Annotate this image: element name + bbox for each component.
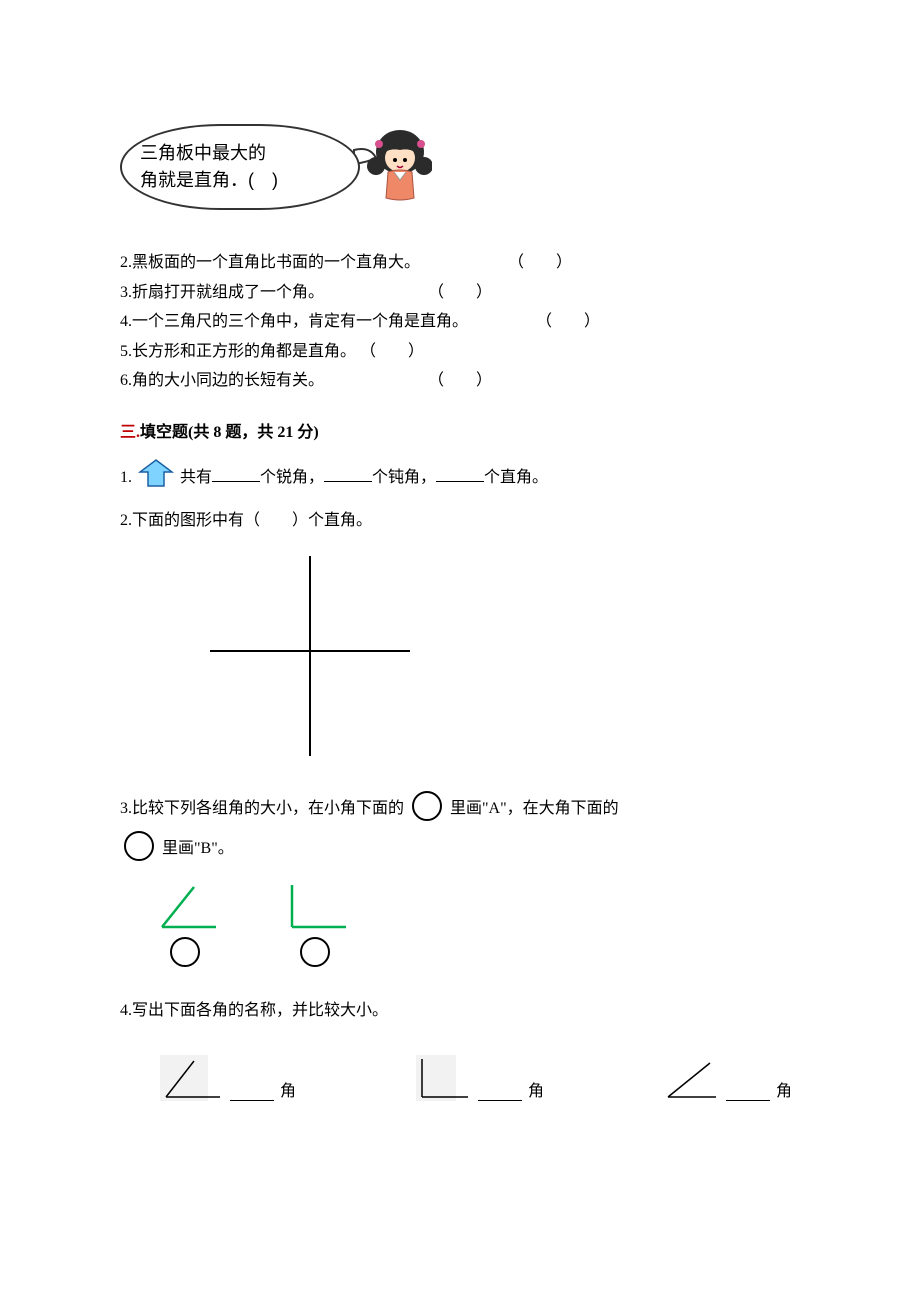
tf-q6-paren: （ ） xyxy=(428,372,492,389)
angle-label: 角 xyxy=(776,1077,792,1101)
cross-figure xyxy=(200,556,800,761)
circle-icon xyxy=(412,791,442,821)
tf-q4-text: 4.一个三角尺的三个角中，肯定有一个角是直角。 xyxy=(120,313,468,330)
fill-q3-line1: 3.比较下列各组角的大小，在小角下面的 里画"A"，在大角下面的 xyxy=(120,791,800,821)
cartoon-girl-icon xyxy=(352,120,432,210)
fill-q3-b: 里画"A"，在大角下面的 xyxy=(450,794,619,818)
angle-pair-figure xyxy=(150,881,800,967)
fill-q1-c: 个锐角， xyxy=(260,469,324,486)
fill-q1-num: 1. xyxy=(120,469,132,486)
tf-question-2: 2.黑板面的一个直角比书面的一个直角大。 （ ） xyxy=(120,250,800,276)
angle-label: 角 xyxy=(280,1077,296,1101)
acute-angle-icon xyxy=(664,1055,720,1101)
fill-q3-c: 里画"B"。 xyxy=(162,834,234,858)
q4-angle-1: 角 xyxy=(160,1055,296,1101)
blank xyxy=(230,1084,274,1101)
blank xyxy=(324,465,372,482)
bubble-line-2: 角就是直角．( ) xyxy=(140,167,340,194)
section-3-title: 三.填空题(共 8 题，共 21 分) xyxy=(120,418,800,442)
tf-q3-text: 3.折扇打开就组成了一个角。 xyxy=(120,284,324,301)
fill-q1-e: 个直角。 xyxy=(484,469,548,486)
tf-q4-paren: （ ） xyxy=(536,313,600,330)
tf-question-3: 3.折扇打开就组成了一个角。 （ ） xyxy=(120,280,800,306)
tf-q2-text: 2.黑板面的一个直角比书面的一个直角大。 xyxy=(120,254,420,271)
fill-q3-line2: 里画"B"。 xyxy=(120,831,800,861)
tf-q5-text: 5.长方形和正方形的角都是直角。 xyxy=(120,343,356,360)
obtuse-angle-icon xyxy=(150,881,220,931)
angle-left-cell xyxy=(150,881,220,967)
q4-angles-row: 角 角 角 xyxy=(160,1055,800,1101)
tf-q6-text: 6.角的大小同边的长短有关。 xyxy=(120,372,324,389)
blank xyxy=(212,465,260,482)
speech-bubble: 三角板中最大的 角就是直角．( ) xyxy=(120,124,360,210)
q4-angle-3: 角 xyxy=(664,1055,792,1101)
blank xyxy=(478,1084,522,1101)
angle-right-cell xyxy=(280,881,350,967)
fill-q2-text: 2.下面的图形中有（ ）个直角。 xyxy=(120,507,800,536)
fill-q1-b: 共有 xyxy=(180,469,212,486)
angle-label: 角 xyxy=(528,1077,544,1101)
tf-question-5: 5.长方形和正方形的角都是直角。 （ ） xyxy=(120,339,800,365)
blank xyxy=(726,1084,770,1101)
circle-icon xyxy=(300,937,330,967)
q4-angle-2: 角 xyxy=(416,1055,544,1101)
section-3-text: 填空题(共 8 题，共 21 分) xyxy=(140,424,319,441)
up-arrow-shape-icon xyxy=(138,458,174,499)
bubble-line-1: 三角板中最大的 xyxy=(140,140,340,167)
obtuse-angle-box-icon xyxy=(160,1055,224,1101)
fill-q4-text: 4.写出下面各角的名称，并比较大小。 xyxy=(120,997,800,1026)
question-1-bubble-row: 三角板中最大的 角就是直角．( ) xyxy=(120,120,800,210)
tf-question-4: 4.一个三角尺的三个角中，肯定有一个角是直角。 （ ） xyxy=(120,309,800,335)
right-angle-box-icon xyxy=(416,1055,472,1101)
worksheet-page: 三角板中最大的 角就是直角．( ) xyxy=(0,0,920,1141)
right-angle-icon xyxy=(280,881,350,931)
tf-q2-paren: （ ） xyxy=(508,254,572,271)
tf-q3-paren: （ ） xyxy=(428,284,492,301)
blank xyxy=(436,465,484,482)
circle-icon xyxy=(124,831,154,861)
fill-q3-a: 3.比较下列各组角的大小，在小角下面的 xyxy=(120,794,404,818)
tf-q5-paren: （ ） xyxy=(360,343,424,360)
fill-q1: 1. 共有 个锐角， 个钝角， 个直角。 xyxy=(120,458,800,499)
tf-question-6: 6.角的大小同边的长短有关。 （ ） xyxy=(120,368,800,394)
section-3-prefix: 三. xyxy=(120,424,140,441)
circle-icon xyxy=(170,937,200,967)
fill-q1-d: 个钝角， xyxy=(372,469,436,486)
